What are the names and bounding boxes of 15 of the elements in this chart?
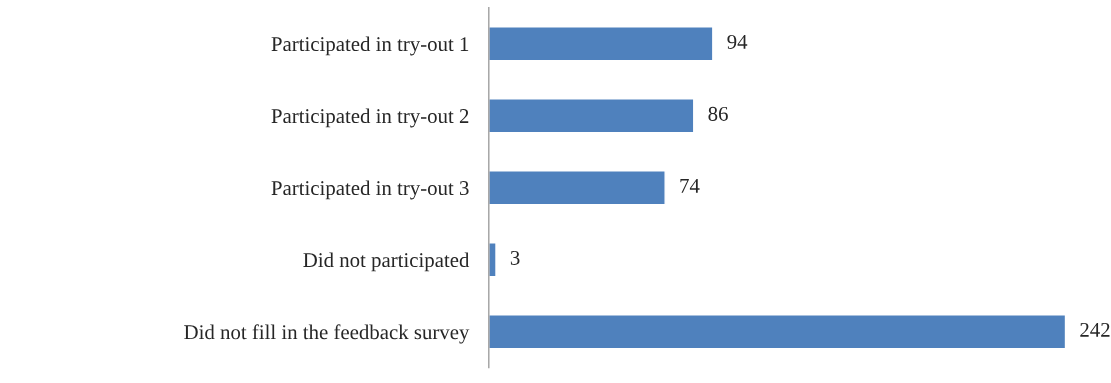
bar [488,314,1067,350]
data-label: 86 [708,106,728,121]
bar [488,242,497,278]
y-tick-label: Participated in try-out 2 [271,108,469,128]
data-label: 94 [727,34,748,49]
bar [488,98,695,134]
data-label: 3 [510,250,520,265]
bar [488,26,714,62]
data-label: 74 [680,178,700,193]
y-tick-label: Did not fill in the feedback survey [184,324,470,344]
y-tick-label: Participated in try-out 3 [271,180,469,200]
bar [488,170,666,206]
data-label: 242 [1080,322,1110,337]
y-tick-label: Did not participated [303,252,470,272]
y-tick-label: Participated in try-out 1 [271,36,469,56]
